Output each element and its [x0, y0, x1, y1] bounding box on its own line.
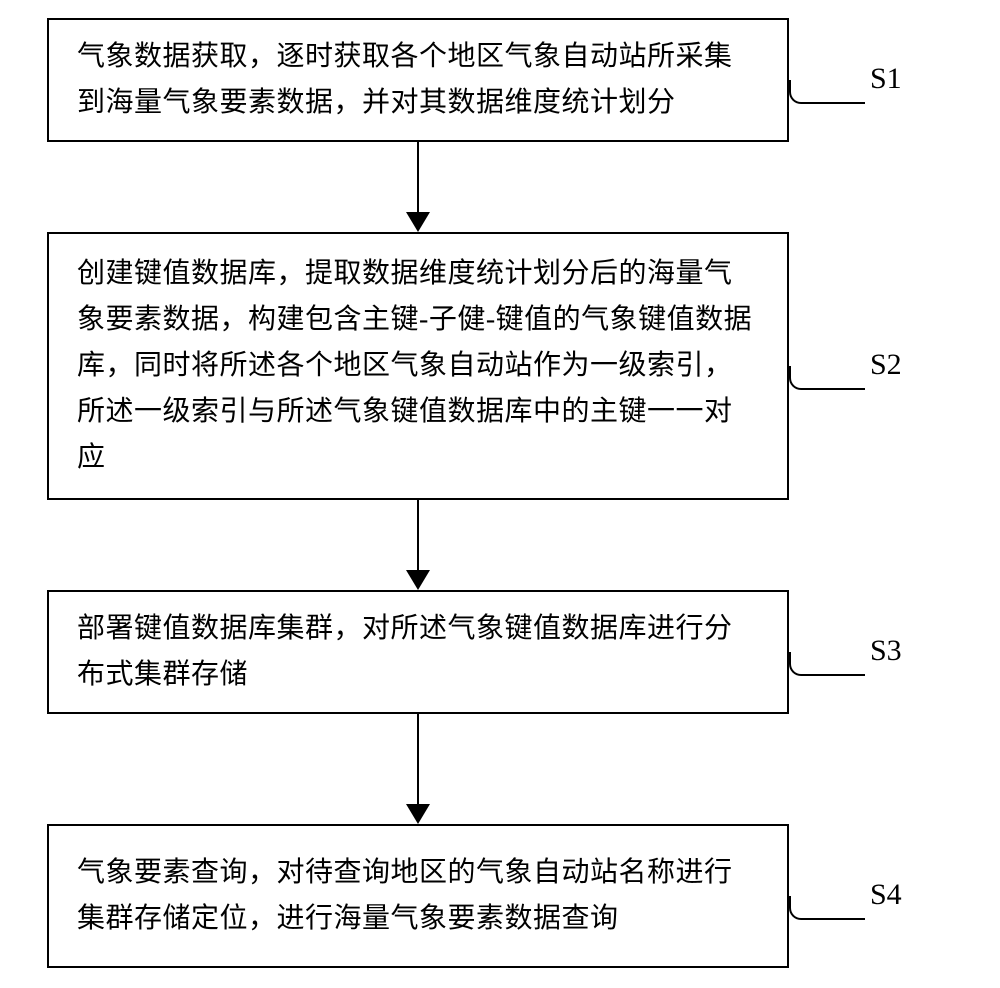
flow-arrow: [0, 500, 1000, 590]
flow-step-label-s2: S2: [870, 348, 902, 382]
flow-step-s2: 创建键值数据库，提取数据维度统计划分后的海量气象要素数据，构建包含主键-子健-键…: [47, 232, 789, 500]
flow-step-text: 创建键值数据库，提取数据维度统计划分后的海量气象要素数据，构建包含主键-子健-键…: [77, 251, 759, 482]
flow-step-text: 气象数据获取，逐时获取各个地区气象自动站所采集到海量气象要素数据，并对其数据维度…: [77, 34, 759, 126]
label-connector: [789, 80, 865, 104]
flow-arrow: [0, 714, 1000, 824]
flow-step-s4: 气象要素查询，对待查询地区的气象自动站名称进行集群存储定位，进行海量气象要素数据…: [47, 824, 789, 968]
flow-step-s1: 气象数据获取，逐时获取各个地区气象自动站所采集到海量气象要素数据，并对其数据维度…: [47, 18, 789, 142]
flow-step-text: 部署键值数据库集群，对所述气象键值数据库进行分布式集群存储: [77, 606, 759, 698]
label-connector: [789, 366, 865, 390]
label-connector: [789, 896, 865, 920]
label-connector: [789, 652, 865, 676]
flow-arrow: [0, 142, 1000, 232]
flow-step-s3: 部署键值数据库集群，对所述气象键值数据库进行分布式集群存储: [47, 590, 789, 714]
flow-step-text: 气象要素查询，对待查询地区的气象自动站名称进行集群存储定位，进行海量气象要素数据…: [77, 850, 759, 942]
flow-step-label-s1: S1: [870, 62, 902, 96]
flowchart-canvas: 气象数据获取，逐时获取各个地区气象自动站所采集到海量气象要素数据，并对其数据维度…: [0, 0, 1000, 988]
flow-step-label-s4: S4: [870, 878, 902, 912]
flow-step-label-s3: S3: [870, 634, 902, 668]
